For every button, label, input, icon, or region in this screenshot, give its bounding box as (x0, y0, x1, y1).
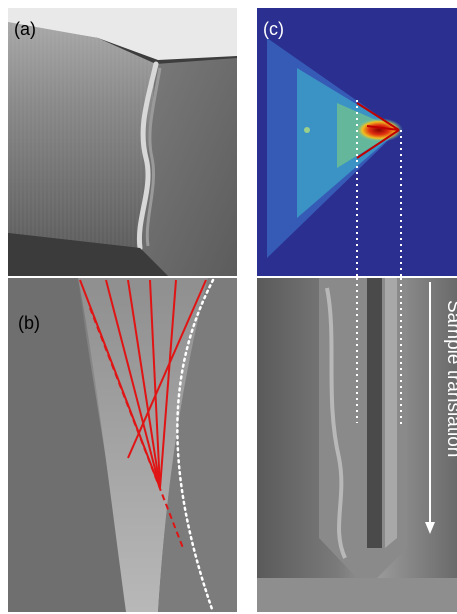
panel-b-graphic (8, 278, 237, 612)
panel-c-label: (c) (263, 19, 284, 39)
panel-c-map-graphic (257, 8, 457, 276)
panel-c-sem-image (257, 278, 457, 612)
fit-lines (79, 279, 207, 549)
panel-b-label: (b) (18, 313, 40, 333)
panel-c-intensity-map: (c) (257, 8, 457, 276)
guide-curve (176, 278, 215, 612)
sample-translation-label: Sample translation (443, 300, 457, 458)
sample-translation-label-wrap: Sample translation (443, 300, 457, 500)
panel-c-sem-graphic (257, 278, 457, 612)
panel-b-sem-image: (b) (8, 278, 237, 612)
panel-a-graphic (8, 8, 237, 276)
panel-a-label: (a) (14, 19, 36, 39)
panel-a-sem-image: (a) (8, 8, 237, 276)
